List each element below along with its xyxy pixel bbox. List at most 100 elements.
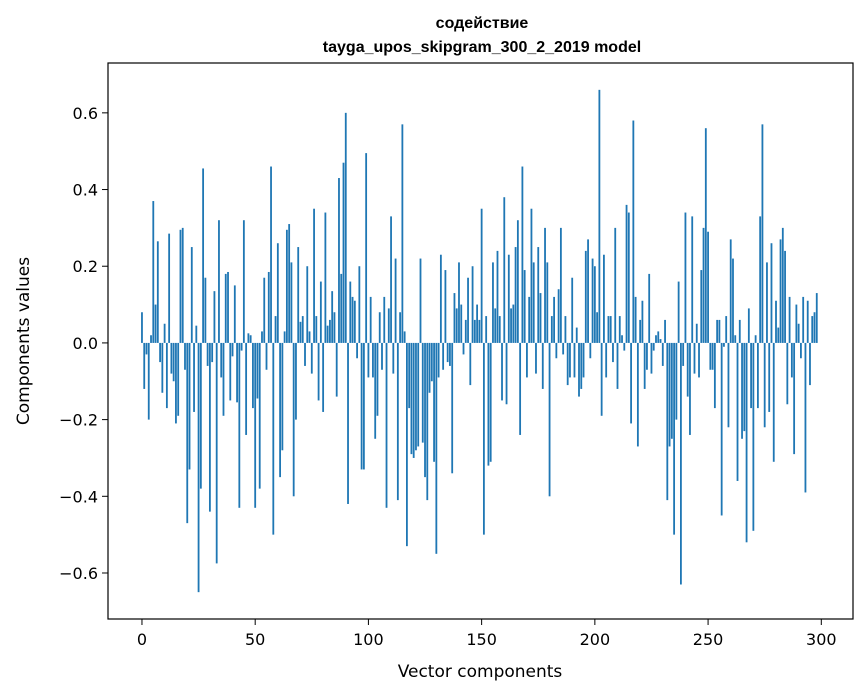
bar-237 [677,281,680,343]
x-axis-label: Vector components [398,662,563,682]
bar-292 [802,296,805,343]
bar-29 [206,342,209,366]
bar-224 [648,273,651,343]
bar-1 [143,342,146,389]
bar-192 [575,327,578,343]
bar-235 [673,342,676,535]
bar-216 [630,342,632,424]
bar-170 [526,342,528,378]
y-tick-label: −0.2 [59,411,98,430]
bar-259 [727,342,730,428]
bar-203 [600,342,603,416]
bar-232 [666,342,669,501]
bar-87 [338,178,340,343]
bar-179 [546,262,549,343]
y-tick-label: 0.4 [73,181,98,200]
bar-155 [492,262,494,343]
bar-32 [213,291,216,343]
bar-78 [317,342,320,401]
bar-128 [430,342,433,382]
bar-226 [652,342,655,351]
bar-55 [265,342,268,370]
bar-7 [156,241,159,343]
bar-151 [482,342,485,535]
bar-183 [555,342,558,359]
bar-94 [353,300,356,343]
bar-111 [392,342,395,374]
bar-149 [478,319,481,343]
bar-236 [675,342,678,420]
bar-46 [245,342,248,435]
bar-280 [775,300,777,343]
bar-287 [790,342,793,378]
bar-139 [455,308,458,343]
bar-160 [503,197,506,343]
bar-48 [249,335,252,343]
bar-141 [460,304,463,343]
bar-117 [406,342,408,547]
bar-220 [639,319,642,343]
bar-59 [274,316,277,343]
x-tick-label: 250 [693,630,724,649]
bar-271 [754,335,757,343]
bar-17 [179,229,182,343]
bar-27 [202,168,205,343]
bar-187 [564,316,567,343]
bar-244 [693,342,696,374]
bar-258 [725,316,728,343]
bar-62 [281,342,284,451]
bar-284 [784,250,786,343]
bar-214 [625,204,628,343]
bar-69 [297,247,300,343]
bar-134 [444,270,447,343]
bar-105 [378,312,381,343]
bar-195 [582,342,585,378]
bar-193 [578,342,580,397]
bar-286 [788,296,791,343]
x-tick-label: 200 [580,630,611,649]
bar-189 [569,342,571,378]
bar-297 [813,312,816,343]
bar-180 [548,342,551,497]
bar-67 [292,342,295,497]
bar-250 [707,231,709,343]
bar-75 [310,342,313,374]
bar-24 [195,325,198,343]
bar-92 [349,281,352,343]
x-tick-label: 300 [806,630,837,649]
bar-42 [236,342,238,403]
bar-123 [419,258,422,343]
bar-278 [770,243,773,343]
bar-295 [809,342,811,386]
bars-group [141,89,818,593]
bar-262 [734,335,737,343]
bar-288 [793,342,796,455]
bar-77 [315,316,318,343]
bar-96 [358,266,361,343]
bar-80 [322,342,325,412]
bar-158 [498,316,501,343]
bar-129 [433,342,435,462]
bar-54 [263,277,266,343]
bar-138 [453,293,456,343]
bar-206 [607,316,610,343]
bar-63 [283,331,286,343]
bar-228 [657,331,660,343]
bar-215 [627,212,630,343]
bar-178 [544,227,546,343]
x-tick-label: 150 [466,630,497,649]
y-tick-label: 0.6 [73,104,98,123]
bar-50 [254,342,257,508]
bar-249 [704,128,707,343]
bar-44 [240,342,243,351]
bar-52 [258,342,261,489]
bar-188 [566,342,569,386]
bar-12 [168,233,171,343]
bar-270 [752,342,755,531]
x-tick-label: 50 [245,630,265,649]
bar-230 [661,342,664,366]
bar-65 [288,224,291,343]
bar-207 [609,316,612,343]
bar-200 [593,266,596,343]
bar-172 [530,208,533,343]
